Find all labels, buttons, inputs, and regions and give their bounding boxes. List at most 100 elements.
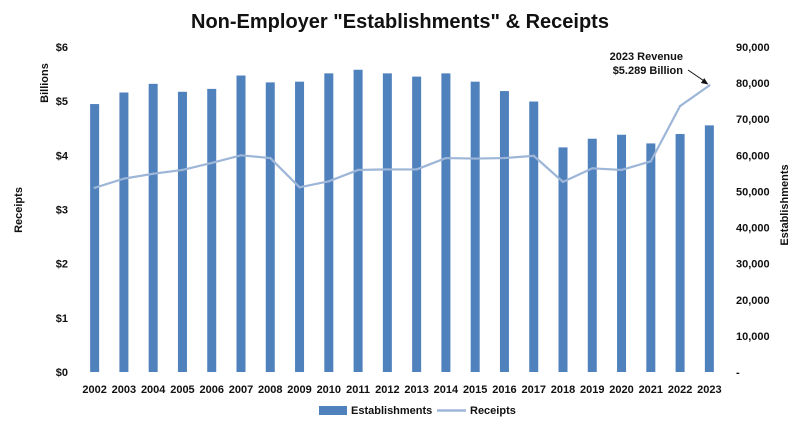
receipts-point-2014 (444, 156, 448, 160)
x-tick-label: 2017 (521, 384, 545, 396)
x-tick-label: 2008 (258, 384, 282, 396)
legend: Establishments Receipts (319, 405, 516, 417)
receipts-line (94, 84, 710, 189)
bar-2002 (90, 104, 100, 372)
left-axis-unit-label: Billions (39, 63, 51, 103)
left-tick-label: $4 (56, 150, 69, 162)
receipts-point-2018 (561, 180, 565, 184)
annotation: 2023 Revenue $5.289 Billion (610, 51, 709, 85)
annotation-line-1: 2023 Revenue (610, 51, 683, 63)
bar-2010 (324, 73, 334, 373)
right-tick-label: - (736, 367, 740, 379)
receipts-point-2012 (386, 168, 389, 171)
legend-swatch-establishments (319, 406, 347, 415)
right-tick-label: 20,000 (736, 295, 770, 307)
receipts-point-2009 (298, 186, 301, 189)
left-tick-label: $0 (56, 367, 68, 379)
right-tick-label: 70,000 (736, 114, 770, 126)
left-axis-ticks: $0 $1 $2 $3 $4 $5 $6 (56, 42, 69, 379)
x-tick-label: 2002 (82, 384, 106, 396)
x-tick-label: 2013 (404, 384, 428, 396)
receipts-point-2007 (239, 154, 243, 157)
bar-2008 (265, 82, 275, 372)
receipts-point-2016 (503, 156, 506, 160)
receipts-point-2019 (591, 167, 594, 170)
right-tick-label: 10,000 (736, 331, 770, 343)
bar-2018 (558, 147, 568, 372)
bar-2023 (704, 125, 714, 372)
legend-label-establishments: Establishments (351, 405, 432, 417)
x-tick-label: 2019 (580, 384, 604, 396)
x-tick-label: 2012 (375, 384, 399, 396)
left-tick-label: $1 (56, 313, 68, 325)
bar-2013 (412, 76, 422, 373)
bar-2006 (207, 88, 217, 372)
bar-2019 (587, 138, 597, 372)
left-tick-label: $2 (56, 259, 68, 271)
x-tick-label: 2010 (317, 384, 341, 396)
line-series (93, 84, 711, 190)
bar-2009 (295, 81, 305, 373)
right-tick-label: 40,000 (736, 223, 770, 235)
right-tick-label: 50,000 (736, 186, 770, 198)
x-tick-label: 2005 (170, 384, 194, 396)
left-tick-label: $5 (56, 96, 68, 108)
bar-2016 (499, 91, 509, 372)
receipts-point-2017 (532, 154, 535, 158)
bar-2004 (148, 83, 158, 372)
x-tick-label: 2018 (551, 384, 575, 396)
x-tick-label: 2022 (668, 384, 692, 396)
bar-2007 (236, 75, 246, 372)
receipts-point-2005 (181, 168, 184, 172)
receipts-point-2010 (327, 180, 331, 183)
receipts-point-2020 (620, 168, 623, 172)
left-axis-label: Receipts (13, 187, 25, 233)
receipts-point-2013 (415, 168, 418, 171)
right-axis-label: Establishments (779, 164, 791, 245)
receipts-point-2022 (678, 104, 682, 108)
receipts-point-2015 (473, 157, 477, 160)
x-tick-label: 2020 (609, 384, 633, 396)
annotation-arrow-head (700, 78, 709, 85)
annotation-line-2: $5.289 Billion (613, 65, 684, 77)
chart-title: Non-Employer "Establishments" & Receipts (191, 11, 609, 33)
receipts-point-2002 (93, 186, 96, 190)
x-tick-label: 2003 (112, 384, 136, 396)
receipts-point-2023 (708, 84, 711, 87)
receipts-point-2003 (122, 177, 126, 180)
bar-2005 (177, 91, 187, 372)
x-tick-label: 2011 (346, 384, 370, 396)
left-tick-label: $3 (56, 205, 68, 217)
x-tick-label: 2004 (141, 384, 166, 396)
right-tick-label: 30,000 (736, 259, 770, 271)
x-tick-label: 2016 (492, 384, 516, 396)
bar-2003 (119, 92, 129, 372)
x-tick-label: 2015 (463, 384, 487, 396)
right-axis-ticks: - 10,000 20,000 30,000 40,000 50,000 60,000 70,… (736, 42, 770, 379)
x-tick-label: 2007 (229, 384, 253, 396)
bar-2012 (382, 73, 392, 373)
receipts-point-2008 (269, 156, 272, 160)
receipts-point-2004 (151, 172, 155, 175)
x-tick-label: 2021 (639, 384, 663, 396)
bar-2017 (529, 101, 539, 372)
left-tick-label: $6 (56, 42, 68, 54)
bar-2022 (675, 134, 685, 372)
bar-series (90, 69, 714, 373)
bar-2011 (353, 69, 363, 372)
x-tick-label: 2014 (434, 384, 459, 396)
bar-2021 (646, 143, 656, 372)
receipts-point-2021 (649, 160, 653, 163)
legend-label-receipts: Receipts (470, 405, 516, 417)
right-tick-label: 80,000 (736, 78, 770, 90)
x-tick-label: 2023 (697, 384, 721, 396)
right-tick-label: 90,000 (736, 42, 770, 54)
x-tick-label: 2006 (199, 384, 223, 396)
bar-2020 (617, 134, 627, 372)
right-tick-label: 60,000 (736, 150, 770, 162)
receipts-point-2011 (356, 168, 360, 172)
x-tick-label: 2009 (287, 384, 311, 396)
x-axis-ticks: 2002 2003 2004 2005 2006 2007 2008 2009 2010 2011… (82, 384, 721, 396)
bar-2015 (470, 81, 480, 373)
